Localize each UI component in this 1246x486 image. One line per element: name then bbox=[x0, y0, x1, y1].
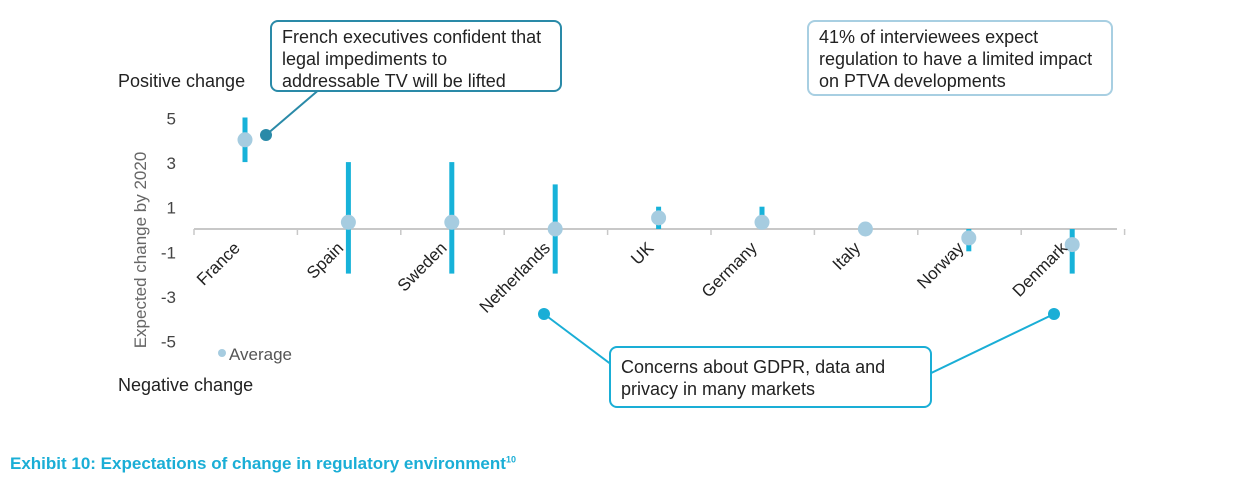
x-category-label: Denmark bbox=[1009, 238, 1072, 301]
x-category-label: France bbox=[193, 238, 244, 289]
x-category-label: Spain bbox=[303, 238, 347, 282]
x-category-label: UK bbox=[627, 238, 658, 269]
average-point bbox=[547, 221, 563, 237]
negative-change-label: Negative change bbox=[118, 375, 254, 395]
legend-average-label: Average bbox=[229, 345, 292, 364]
y-tick-label: 5 bbox=[167, 110, 176, 129]
exhibit-footnote: 10 bbox=[505, 454, 516, 465]
y-tick-label: -5 bbox=[161, 333, 176, 352]
legend-average-marker bbox=[218, 349, 226, 357]
positive-change-label: Positive change bbox=[118, 71, 246, 91]
y-tick-label: 3 bbox=[167, 154, 176, 173]
interviewees-callout: 41% of interviewees expect regulation to… bbox=[807, 20, 1113, 96]
x-category-label: Sweden bbox=[394, 238, 451, 295]
x-axis-ticks: France Spain Sweden Netherlands UK Germany Ita… bbox=[193, 229, 1126, 317]
y-axis-label: Expected change by 2020 bbox=[131, 152, 150, 349]
y-tick-label: -1 bbox=[161, 243, 176, 262]
exhibit-title-text: Exhibit 10: Expectations of change in re… bbox=[10, 454, 506, 473]
annotation-leaders bbox=[260, 75, 1060, 389]
average-point bbox=[961, 230, 977, 246]
average-point bbox=[340, 214, 356, 230]
average-markers bbox=[237, 132, 1080, 253]
average-point bbox=[754, 214, 770, 230]
y-axis-ticks: 5 3 1 -1 -3 -5 bbox=[161, 110, 176, 352]
y-tick-label: 1 bbox=[167, 199, 176, 218]
x-category-label: Germany bbox=[698, 238, 761, 301]
x-category-label: Italy bbox=[829, 238, 865, 274]
gdpr-concerns-callout: Concerns about GDPR, data and privacy in… bbox=[609, 346, 932, 408]
average-point bbox=[444, 214, 460, 230]
french-leader-dot bbox=[260, 129, 272, 141]
legend: Average bbox=[218, 345, 292, 364]
gdpr-leader-dot-left bbox=[538, 308, 550, 320]
x-category-label: Norway bbox=[913, 238, 968, 293]
french-executives-callout: French executives confident that legal i… bbox=[270, 20, 562, 92]
y-tick-label: -3 bbox=[161, 288, 176, 307]
exhibit-title: Exhibit 10: Expectations of change in re… bbox=[10, 454, 516, 474]
average-point bbox=[857, 221, 873, 237]
gdpr-leader-dot-right bbox=[1048, 308, 1060, 320]
x-category-label: Netherlands bbox=[476, 238, 554, 316]
average-point bbox=[237, 132, 253, 148]
average-point bbox=[1064, 237, 1080, 253]
average-point bbox=[651, 210, 667, 226]
